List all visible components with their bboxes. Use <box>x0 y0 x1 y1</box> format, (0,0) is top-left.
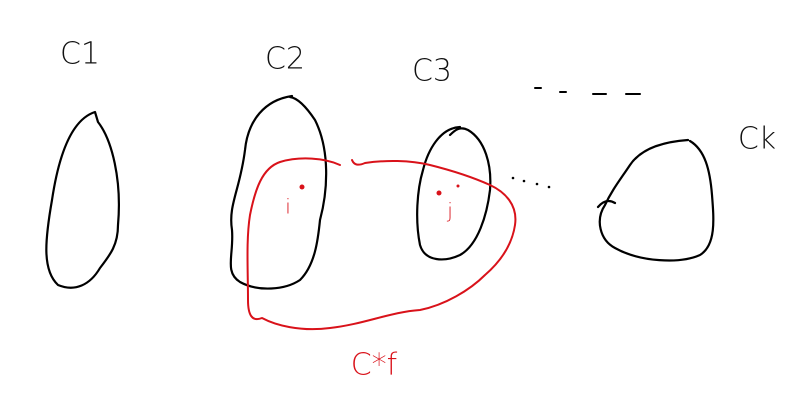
ellipsis-top <box>534 87 641 95</box>
point-i-dot <box>299 184 305 190</box>
optimal-cluster-label: C*f <box>351 348 398 383</box>
cluster-ck-shape <box>596 138 715 262</box>
cluster-c3-shape <box>416 125 492 261</box>
cluster-label: C1 <box>60 37 100 72</box>
cluster-c2-shape <box>229 94 328 290</box>
cluster-label: C3 <box>412 54 452 89</box>
optimal-cluster-shape <box>246 157 517 331</box>
cluster-label: Ck <box>738 122 776 157</box>
point-label: j <box>446 199 453 223</box>
point-label: i <box>285 195 291 219</box>
cluster-c1-shape <box>45 110 120 289</box>
point-j-dot <box>436 190 442 196</box>
ellipsis-middle <box>511 176 551 189</box>
cluster-label: C2 <box>265 42 305 77</box>
point-j-dot-2 <box>456 184 460 188</box>
